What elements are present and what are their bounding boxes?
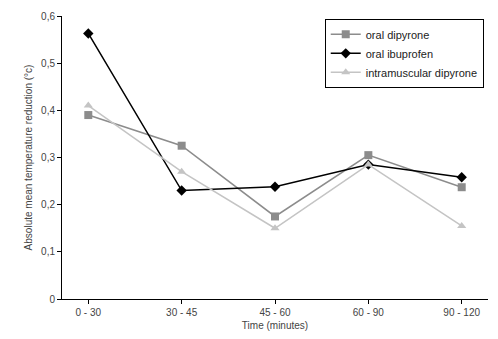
svg-text:Time (minutes): Time (minutes) [242,320,308,331]
svg-text:oral ibuprofen: oral ibuprofen [366,48,433,60]
svg-text:30 - 45: 30 - 45 [166,307,198,318]
svg-text:Absolute mean temperature redu: Absolute mean temperature reduction (°c) [23,65,34,251]
svg-text:0,1: 0,1 [41,246,55,257]
svg-text:0: 0 [49,294,55,305]
svg-text:oral dipyrone: oral dipyrone [366,29,430,41]
svg-text:0,3: 0,3 [41,152,55,163]
svg-text:0,6: 0,6 [41,11,55,22]
svg-text:0,2: 0,2 [41,199,55,210]
svg-text:0 - 30: 0 - 30 [76,307,102,318]
svg-text:60 - 90: 60 - 90 [353,307,385,318]
svg-text:0,4: 0,4 [41,105,55,116]
svg-text:0,5: 0,5 [41,58,55,69]
svg-text:90 - 120: 90 - 120 [443,307,480,318]
svg-text:intramuscular dipyrone: intramuscular dipyrone [366,67,477,79]
svg-text:45 - 60: 45 - 60 [259,307,291,318]
